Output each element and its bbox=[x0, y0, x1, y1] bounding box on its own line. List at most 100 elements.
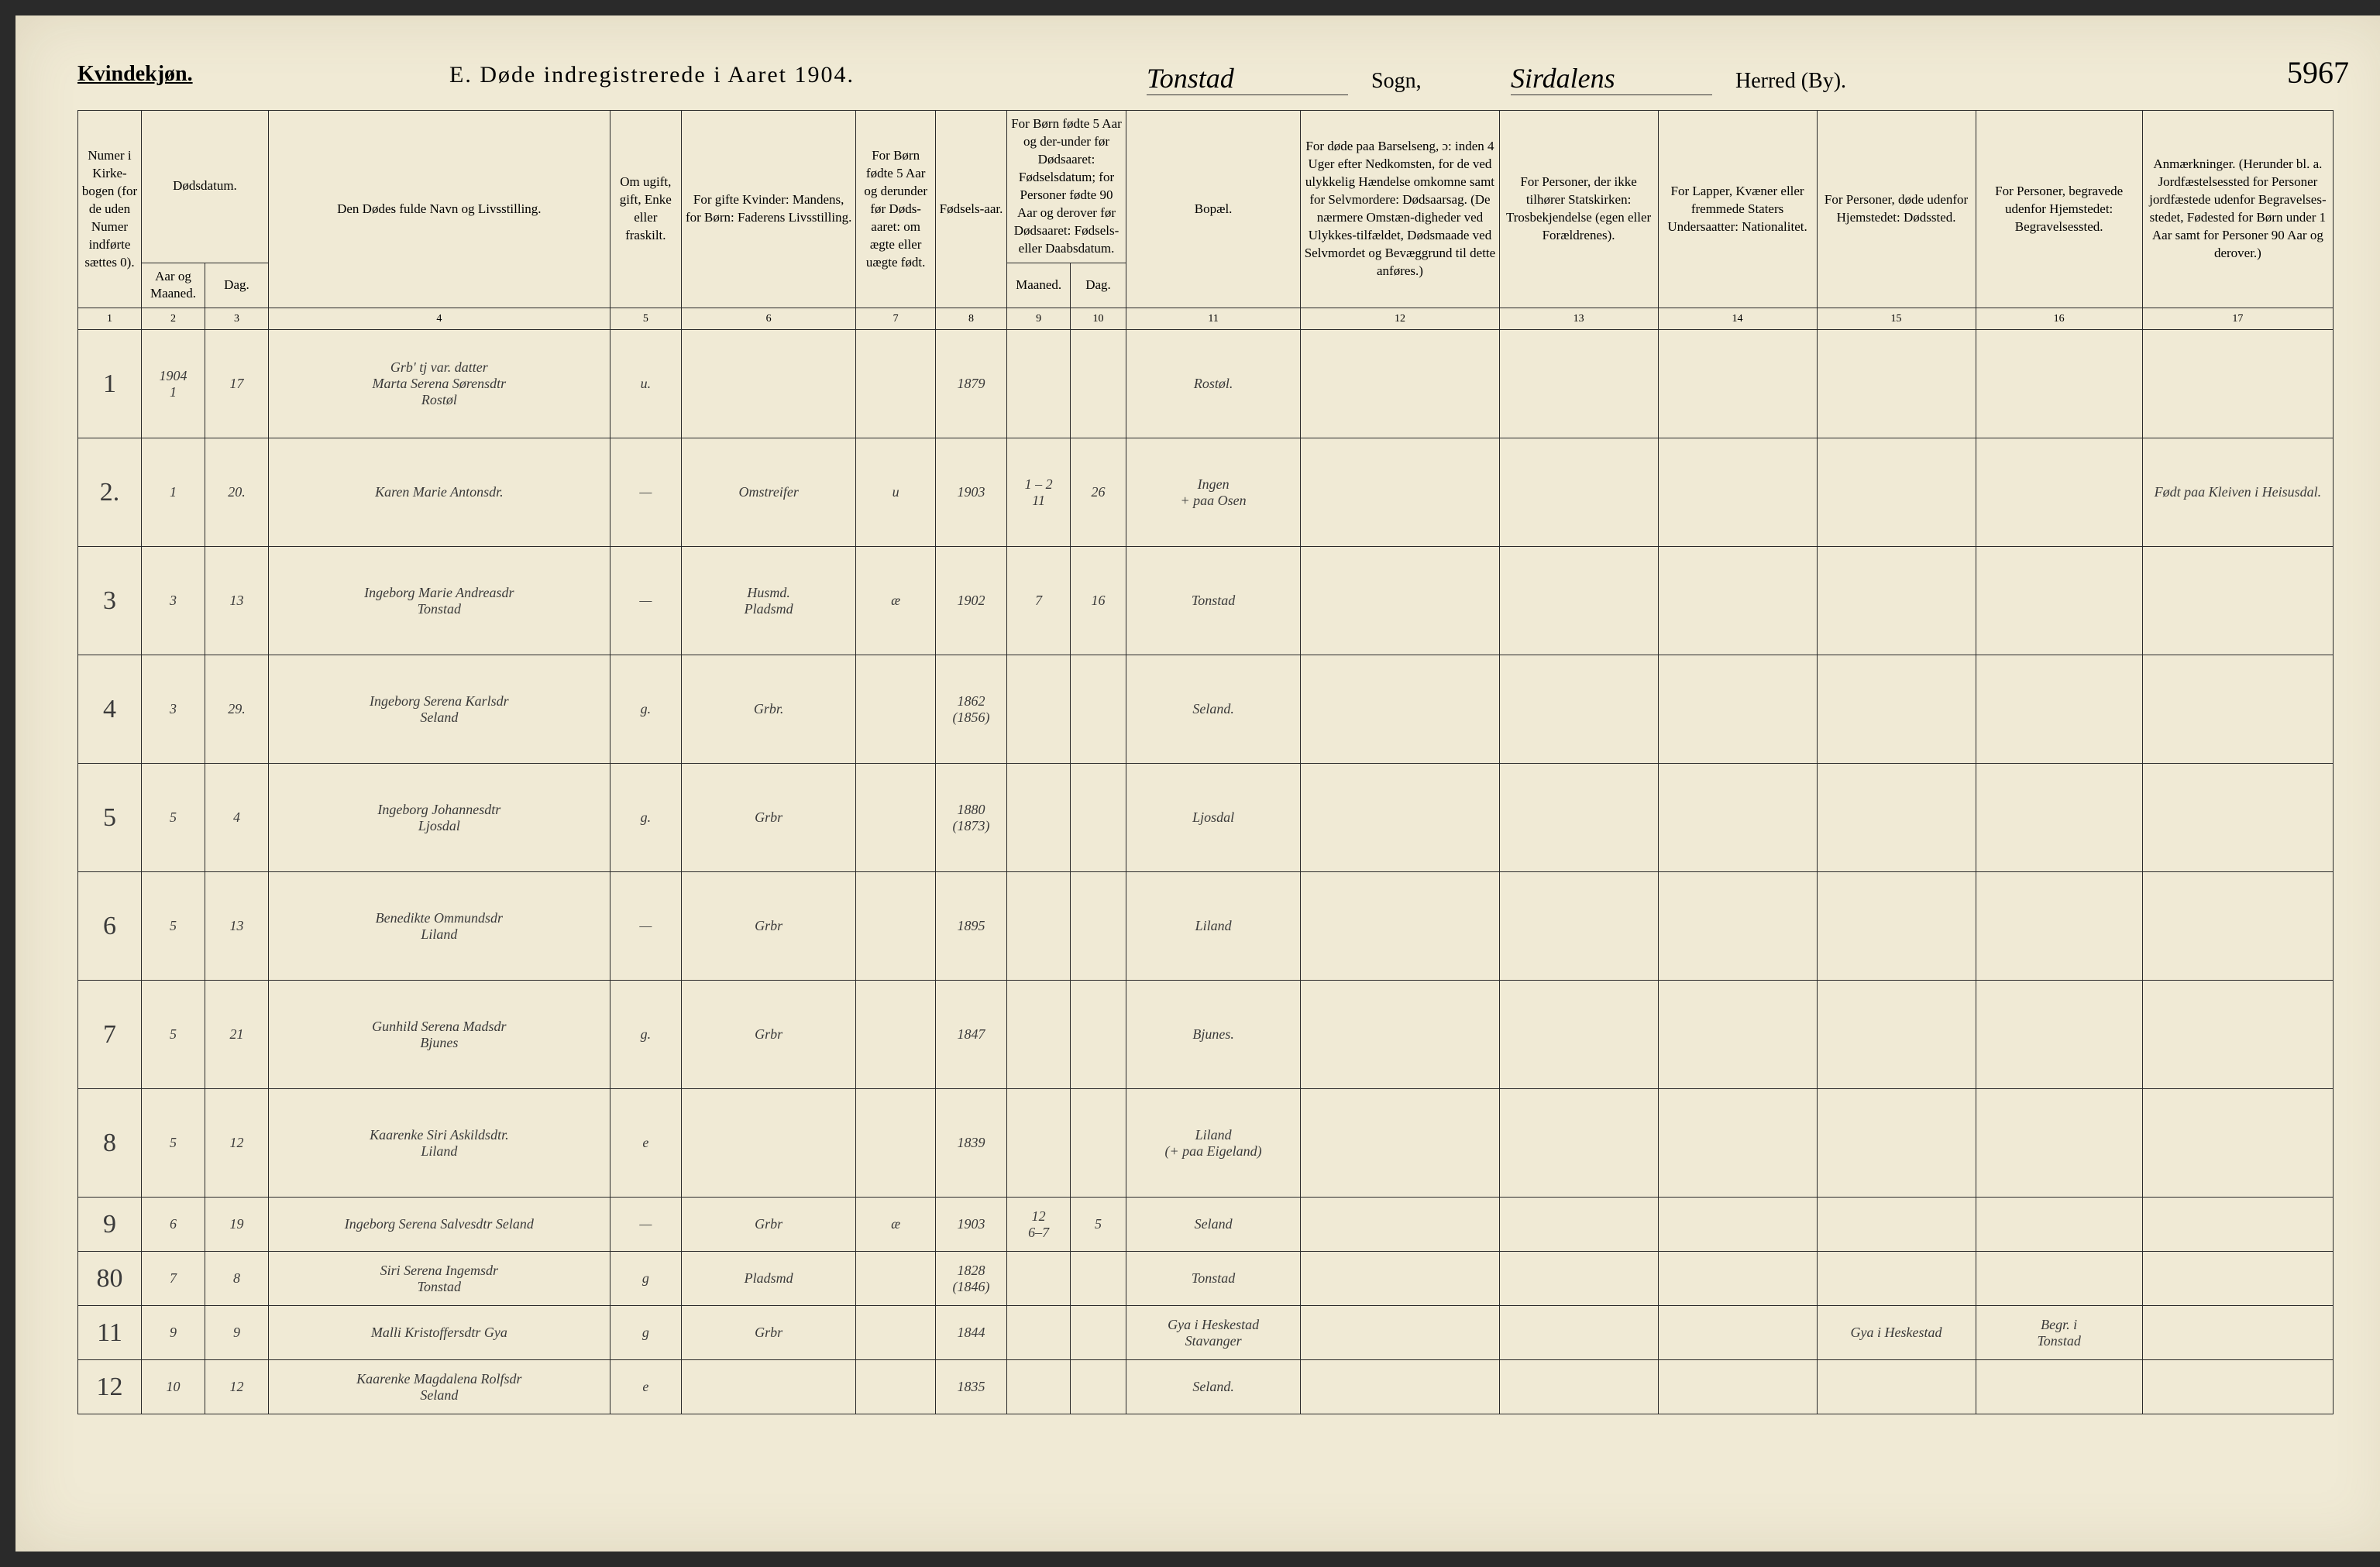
cell: 12 bbox=[205, 1360, 268, 1414]
cell: 1835 bbox=[935, 1360, 1006, 1414]
colnum: 13 bbox=[1499, 308, 1658, 330]
cell bbox=[856, 655, 935, 764]
colnum: 4 bbox=[268, 308, 610, 330]
cell bbox=[681, 330, 855, 438]
cell bbox=[1817, 1360, 1976, 1414]
cell bbox=[681, 1360, 855, 1414]
col-header: For gifte Kvinder: Mandens, for Børn: Fa… bbox=[681, 111, 855, 308]
cell bbox=[1499, 1089, 1658, 1198]
cell: Tonstad bbox=[1126, 547, 1300, 655]
death-register-table: Numer i Kirke-bogen (for de uden Numer i… bbox=[77, 110, 2334, 1414]
cell bbox=[1817, 764, 1976, 872]
cell bbox=[2142, 1198, 2333, 1252]
cell bbox=[1071, 655, 1126, 764]
col-header: Den Dødes fulde Navn og Livsstilling. bbox=[268, 111, 610, 308]
cell: 13 bbox=[205, 547, 268, 655]
sogn-group: Tonstad Sogn, bbox=[1147, 62, 1422, 95]
col-header: Om ugift, gift, Enke eller fraskilt. bbox=[610, 111, 681, 308]
cell bbox=[1817, 438, 1976, 547]
cell: 6 bbox=[78, 872, 142, 981]
table-row: 3313Ingeborg Marie AndreasdrTonstad—Husm… bbox=[78, 547, 2334, 655]
cell bbox=[1499, 1360, 1658, 1414]
colnum: 10 bbox=[1071, 308, 1126, 330]
cell: Ingeborg JohannesdtrLjosdal bbox=[268, 764, 610, 872]
cell bbox=[1071, 1089, 1126, 1198]
herred-value: Sirdalens bbox=[1511, 62, 1712, 95]
cell: 3 bbox=[141, 655, 205, 764]
cell bbox=[1301, 1306, 1499, 1360]
cell: æ bbox=[856, 547, 935, 655]
cell bbox=[1658, 655, 1817, 764]
cell bbox=[1499, 547, 1658, 655]
cell bbox=[856, 1360, 935, 1414]
cell: 5 bbox=[141, 981, 205, 1089]
table-row: 1199Malli Kristoffersdtr GyagGrbr1844Gya… bbox=[78, 1306, 2334, 1360]
cell bbox=[1976, 1089, 2142, 1198]
cell bbox=[1658, 1198, 1817, 1252]
cell bbox=[1817, 1252, 1976, 1306]
cell bbox=[1976, 1198, 2142, 1252]
cell: 26 bbox=[1071, 438, 1126, 547]
cell bbox=[1007, 330, 1071, 438]
cell: Ingen+ paa Osen bbox=[1126, 438, 1300, 547]
cell: 5 bbox=[1071, 1198, 1126, 1252]
cell bbox=[1301, 655, 1499, 764]
cell: 2. bbox=[78, 438, 142, 547]
sogn-value: Tonstad bbox=[1147, 62, 1348, 95]
cell: 126–7 bbox=[1007, 1198, 1071, 1252]
col-subheader: Dag. bbox=[205, 263, 268, 308]
cell: g. bbox=[610, 764, 681, 872]
cell bbox=[1817, 981, 1976, 1089]
cell: 9 bbox=[78, 1198, 142, 1252]
cell: 1895 bbox=[935, 872, 1006, 981]
cell: 11 bbox=[78, 1306, 142, 1360]
cell: 1847 bbox=[935, 981, 1006, 1089]
cell: 1844 bbox=[935, 1306, 1006, 1360]
cell bbox=[1301, 764, 1499, 872]
cell bbox=[1071, 981, 1126, 1089]
cell: 1880(1873) bbox=[935, 764, 1006, 872]
cell bbox=[856, 1089, 935, 1198]
cell bbox=[2142, 330, 2333, 438]
cell: Gya i HeskestadStavanger bbox=[1126, 1306, 1300, 1360]
cell: 5 bbox=[141, 1089, 205, 1198]
cell bbox=[1499, 872, 1658, 981]
cell bbox=[1499, 764, 1658, 872]
cell: Benedikte OmmundsdrLiland bbox=[268, 872, 610, 981]
col-header: For Børn fødte 5 Aar og derunder før Død… bbox=[856, 111, 935, 308]
cell bbox=[1817, 1198, 1976, 1252]
cell: 4 bbox=[205, 764, 268, 872]
cell: Gya i Heskestad bbox=[1817, 1306, 1976, 1360]
cell: u bbox=[856, 438, 935, 547]
cell: 6 bbox=[141, 1198, 205, 1252]
cell bbox=[1658, 1360, 1817, 1414]
table-row: 6513Benedikte OmmundsdrLiland—Grbr1895Li… bbox=[78, 872, 2334, 981]
cell bbox=[1007, 1252, 1071, 1306]
cell bbox=[1976, 655, 2142, 764]
register-page: 5967 Kvindekjøn. E. Døde indregistrerede… bbox=[15, 15, 2380, 1552]
cell bbox=[2142, 547, 2333, 655]
page-title: E. Døde indregistrerede i Aaret 1904. bbox=[449, 62, 855, 88]
col-subheader: Aar og Maaned. bbox=[141, 263, 205, 308]
cell bbox=[1071, 764, 1126, 872]
cell: 20. bbox=[205, 438, 268, 547]
cell bbox=[1301, 438, 1499, 547]
cell: 1879 bbox=[935, 330, 1006, 438]
table-row: 554Ingeborg JohannesdtrLjosdalg.Grbr1880… bbox=[78, 764, 2334, 872]
col-subheader: Maaned. bbox=[1007, 263, 1071, 308]
cell bbox=[1007, 981, 1071, 1089]
col-header: For Personer, døde udenfor Hjemstedet: D… bbox=[1817, 111, 1976, 308]
cell: Ljosdal bbox=[1126, 764, 1300, 872]
cell: Rostøl. bbox=[1126, 330, 1300, 438]
cell: Kaarenke Siri Askildsdtr.Liland bbox=[268, 1089, 610, 1198]
cell bbox=[1658, 438, 1817, 547]
cell: Ingeborg Serena Salvesdtr Seland bbox=[268, 1198, 610, 1252]
cell bbox=[2142, 981, 2333, 1089]
colnum: 11 bbox=[1126, 308, 1300, 330]
cell: 8 bbox=[78, 1089, 142, 1198]
cell bbox=[1071, 1360, 1126, 1414]
cell: 7 bbox=[141, 1252, 205, 1306]
cell: 12 bbox=[78, 1360, 142, 1414]
colnum: 15 bbox=[1817, 308, 1976, 330]
cell bbox=[1976, 547, 2142, 655]
